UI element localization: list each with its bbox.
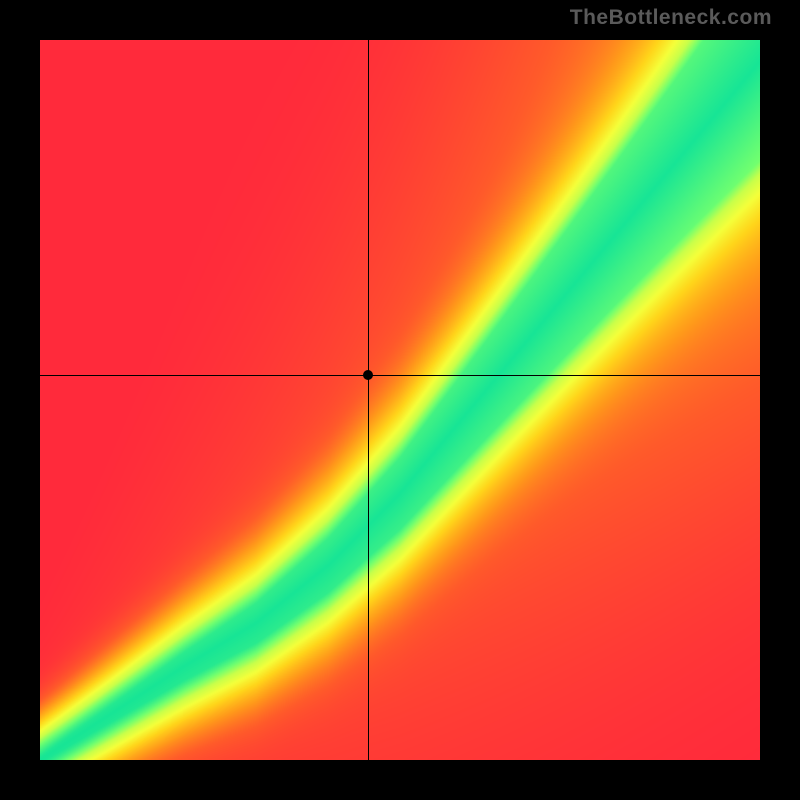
heatmap-canvas: [40, 40, 760, 760]
crosshair-horizontal: [40, 375, 760, 376]
data-point-marker: [363, 370, 373, 380]
crosshair-vertical: [368, 40, 369, 760]
watermark-text: TheBottleneck.com: [570, 6, 772, 30]
bottleneck-heatmap: [40, 40, 760, 760]
